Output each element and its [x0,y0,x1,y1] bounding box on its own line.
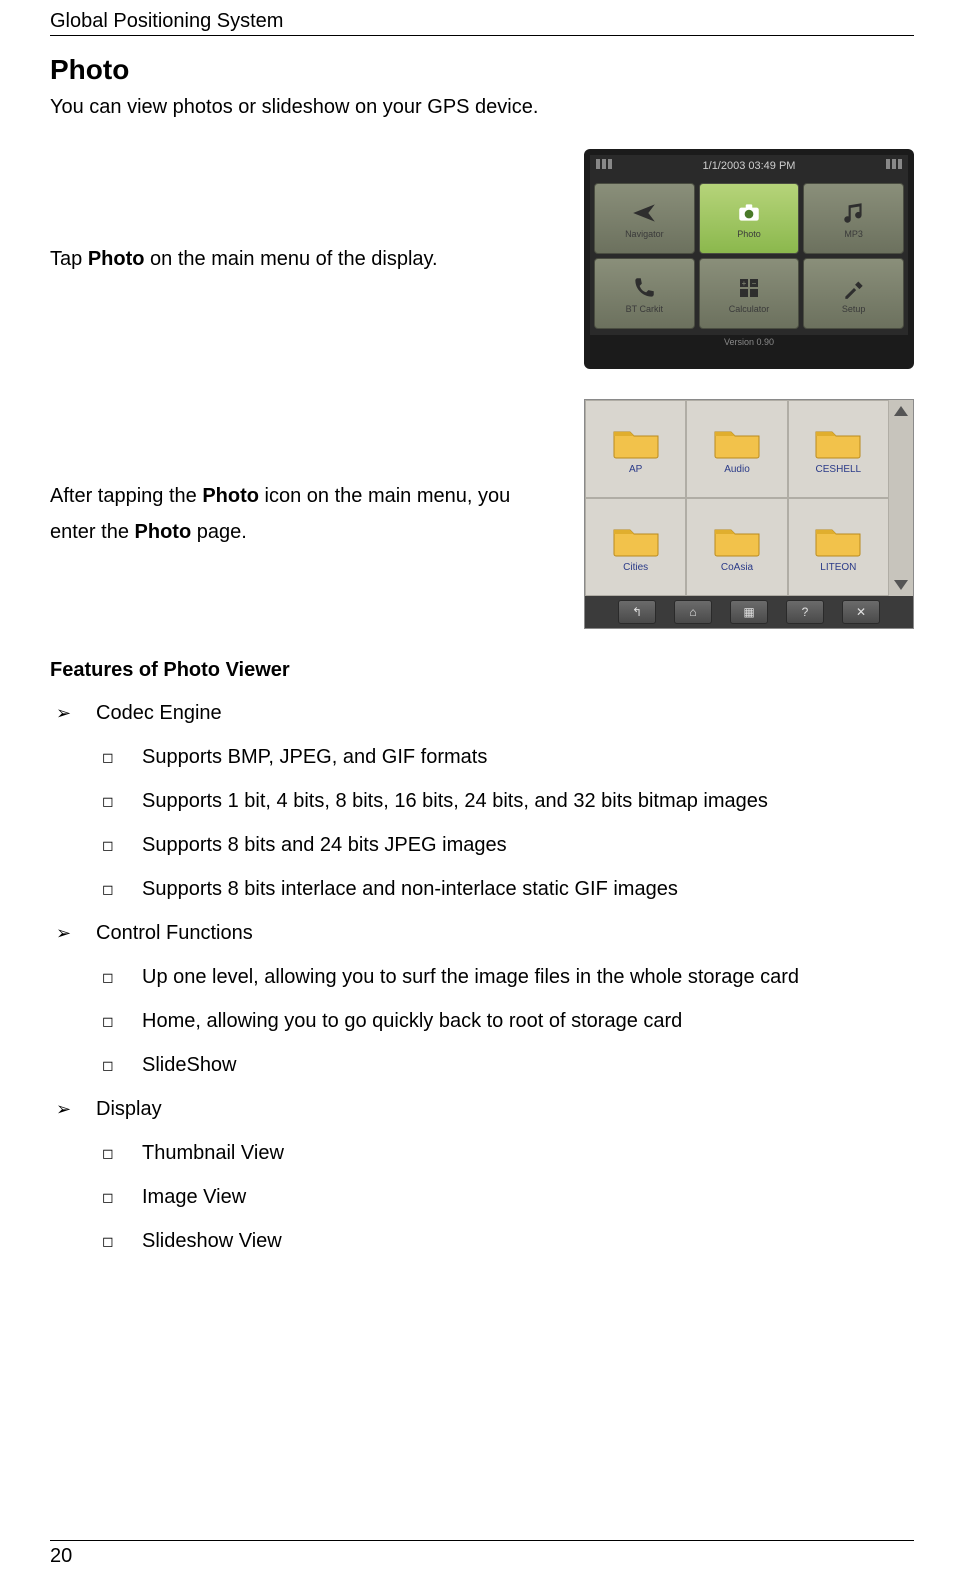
svg-text:+: + [742,279,747,288]
menu-setup-label: Setup [842,304,866,314]
tb-help-button[interactable]: ? [786,600,824,624]
menu-navigator-label: Navigator [625,229,664,239]
tb-up-button[interactable]: ↰ [618,600,656,624]
display-item-1: Image View [96,1178,914,1216]
menu-calculator-label: Calculator [729,304,770,314]
row1-post: on the main menu of the display. [144,248,437,270]
row2-pre1: After tapping the [50,485,202,507]
folder-audio-label: Audio [724,464,750,475]
row2-line2-pre: enter the [50,521,135,543]
codec-item-0: Supports BMP, JPEG, and GIF formats [96,738,914,776]
row-photo-page: After tapping the Photo icon on the main… [50,399,914,629]
calculator-icon: +− [735,274,763,302]
row-tap-photo: Tap Photo on the main menu of the displa… [50,149,914,369]
feature-display-label: Display [96,1098,162,1120]
version-text: Version 0.90 [590,335,908,347]
folder-coasia[interactable]: CoAsia [686,498,787,596]
display-item-2: Slideshow View [96,1222,914,1260]
header-title: Global Positioning System [50,10,914,33]
phone-icon [630,274,658,302]
scroll-side [889,400,913,596]
feature-control-label: Control Functions [96,922,253,944]
menu-photo-label: Photo [737,229,761,239]
folder-liteon-label: LITEON [820,562,856,573]
codec-item-1: Supports 1 bit, 4 bits, 8 bits, 16 bits,… [96,782,914,820]
svg-text:−: − [752,279,757,288]
header-rule [50,35,914,36]
tb-home-button[interactable]: ⌂ [674,600,712,624]
status-bar: 1/1/2003 03:49 PM [590,155,908,177]
display-sublist: Thumbnail View Image View Slideshow View [50,1134,914,1260]
row1-bold: Photo [88,248,145,270]
folder-icon [814,424,862,460]
scroll-up-icon[interactable] [894,406,908,416]
folder-grid: AP Audio CESHELL Cities CoAsia [585,400,913,596]
row2-bold2: Photo [135,521,192,543]
row2-bold1: Photo [202,485,259,507]
feature-control: Control Functions Up one level, allowing… [50,914,914,1084]
row2-mid: icon on the main menu, you [259,485,510,507]
feature-display: Display Thumbnail View Image View Slides… [50,1090,914,1260]
menu-mp3[interactable]: MP3 [803,183,904,254]
menu-btcarkit[interactable]: BT Carkit [594,258,695,329]
footer-rule [50,1540,914,1541]
page-container: Global Positioning System Photo You can … [0,0,964,1578]
tb-slideshow-button[interactable]: ▦ [730,600,768,624]
status-right-icons [886,159,902,169]
control-item-0: Up one level, allowing you to surf the i… [96,958,914,996]
folder-ceshell-label: CESHELL [816,464,862,475]
feature-codec: Codec Engine Supports BMP, JPEG, and GIF… [50,694,914,908]
screenshot-photo-page: AP Audio CESHELL Cities CoAsia [584,399,914,629]
folder-icon [814,522,862,558]
intro-text: You can view photos or slideshow on your… [50,96,914,119]
menu-photo[interactable]: Photo [699,183,800,254]
display-item-0: Thumbnail View [96,1134,914,1172]
codec-sublist: Supports BMP, JPEG, and GIF formats Supp… [50,738,914,908]
row1-pre: Tap [50,248,88,270]
tools-icon [840,274,868,302]
folder-icon [713,522,761,558]
control-item-1: Home, allowing you to go quickly back to… [96,1002,914,1040]
features-list: Codec Engine Supports BMP, JPEG, and GIF… [50,694,914,1260]
menu-calculator[interactable]: +− Calculator [699,258,800,329]
navigator-icon [630,199,658,227]
folder-icon [612,424,660,460]
screenshot-main-menu: 1/1/2003 03:49 PM Navigator Photo [584,149,914,369]
codec-item-3: Supports 8 bits interlace and non-interl… [96,870,914,908]
folder-ap-label: AP [629,464,642,475]
folder-cities-label: Cities [623,562,648,573]
row2-text: After tapping the Photo icon on the main… [50,478,584,550]
control-item-2: SlideShow [96,1046,914,1084]
folder-icon [713,424,761,460]
main-menu-grid: Navigator Photo MP3 [590,177,908,335]
folder-ceshell[interactable]: CESHELL [788,400,889,498]
menu-mp3-label: MP3 [844,229,863,239]
status-left-icons [596,159,612,169]
bottom-toolbar: ↰ ⌂ ▦ ? ✕ [585,596,913,628]
menu-setup[interactable]: Setup [803,258,904,329]
music-icon [840,199,868,227]
folder-liteon[interactable]: LITEON [788,498,889,596]
tb-close-button[interactable]: ✕ [842,600,880,624]
folder-cities[interactable]: Cities [585,498,686,596]
row2-line2-post: page. [191,521,247,543]
section-heading: Photo [50,54,914,86]
folder-ap[interactable]: AP [585,400,686,498]
camera-icon [735,199,763,227]
scroll-down-icon[interactable] [894,580,908,590]
folder-audio[interactable]: Audio [686,400,787,498]
menu-navigator[interactable]: Navigator [594,183,695,254]
feature-codec-label: Codec Engine [96,702,222,724]
control-sublist: Up one level, allowing you to surf the i… [50,958,914,1084]
status-time: 1/1/2003 03:49 PM [703,160,796,172]
row1-text: Tap Photo on the main menu of the displa… [50,241,584,277]
menu-btcarkit-label: BT Carkit [626,304,663,314]
page-number: 20 [50,1545,914,1568]
features-heading: Features of Photo Viewer [50,659,914,682]
codec-item-2: Supports 8 bits and 24 bits JPEG images [96,826,914,864]
folder-coasia-label: CoAsia [721,562,753,573]
folder-icon [612,522,660,558]
